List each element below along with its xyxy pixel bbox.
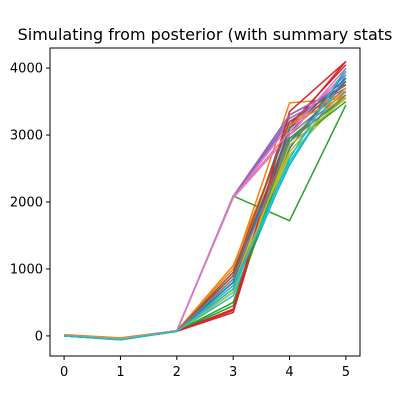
chart-title: Simulating from posterior (with summary … — [18, 25, 393, 44]
y-tick-label: 1000 — [10, 262, 43, 277]
y-tick-label: 3000 — [10, 129, 43, 144]
x-tick-label: 1 — [116, 365, 124, 380]
x-tick-label: 4 — [285, 365, 293, 380]
y-axis: 0 1000 2000 3000 4000 — [10, 62, 50, 344]
y-tick-label: 4000 — [10, 62, 43, 77]
y-tick-label: 2000 — [10, 196, 43, 211]
series-layer — [64, 60, 347, 341]
x-tick-label: 3 — [229, 365, 237, 380]
x-axis: 0 1 2 3 4 5 — [60, 356, 350, 380]
x-tick-label: 0 — [60, 365, 68, 380]
x-tick-label: 2 — [173, 365, 181, 380]
y-tick-label: 0 — [35, 329, 43, 344]
series-line-29 — [64, 67, 347, 341]
x-tick-label: 5 — [342, 365, 350, 380]
